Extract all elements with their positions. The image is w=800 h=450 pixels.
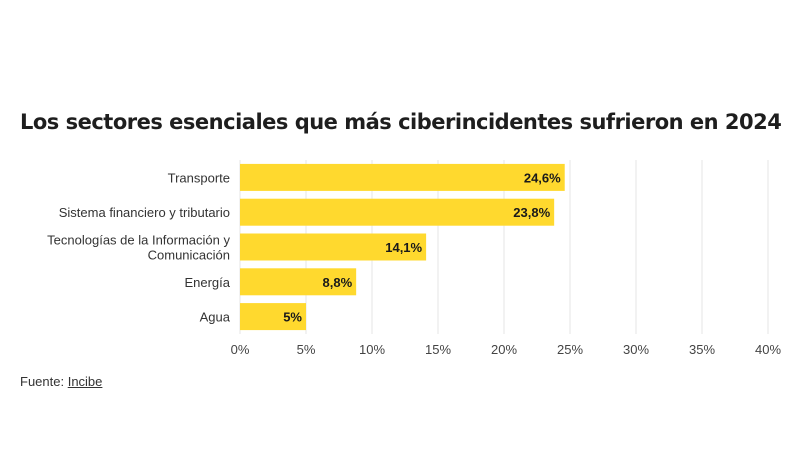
x-tick-label: 35% (689, 342, 715, 357)
x-tick-label: 0% (231, 342, 250, 357)
x-tick-label: 5% (297, 342, 316, 357)
category-label: Transporte (168, 170, 230, 185)
category-label: Agua (200, 310, 231, 325)
bar (240, 268, 357, 296)
source-prefix: Fuente: (20, 374, 68, 389)
category-label: Energía (184, 275, 230, 290)
category-label: Sistema financiero y tributario (59, 205, 230, 220)
category-label: Comunicación (148, 248, 230, 263)
x-tick-label: 20% (491, 342, 517, 357)
chart-title: Los sectores esenciales que más ciberinc… (20, 110, 782, 134)
bar-value-label: 8,8% (323, 275, 353, 290)
bar (240, 303, 306, 331)
category-label: Tecnologías de la Información y (47, 233, 230, 248)
x-tick-label: 10% (359, 342, 385, 357)
x-tick-label: 15% (425, 342, 451, 357)
source-link[interactable]: Incibe (67, 374, 103, 389)
bar (240, 198, 555, 226)
bar-value-label: 5% (283, 310, 302, 325)
x-tick-label: 40% (755, 342, 781, 357)
bar (240, 233, 427, 261)
bar-value-label: 24,6% (524, 170, 561, 185)
bar-value-label: 14,1% (385, 240, 422, 255)
bar (240, 163, 565, 191)
bar-chart: 0% 5% 10% 15% 20% 25% 30% 35% 40% 24,6% Transporte… (47, 160, 781, 357)
source-note: Fuente: Incibe (20, 374, 102, 389)
x-tick-label: 30% (623, 342, 649, 357)
x-tick-label: 25% (557, 342, 583, 357)
bar-value-label: 23,8% (513, 205, 550, 220)
